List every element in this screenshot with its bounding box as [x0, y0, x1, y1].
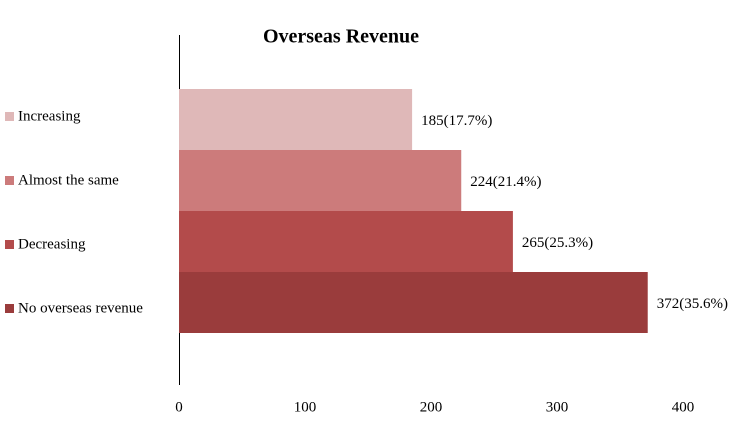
value-label: 372(35.6%) [657, 296, 728, 312]
bar [179, 150, 462, 211]
value-label: 265(25.3%) [522, 235, 593, 251]
category-swatch [5, 176, 14, 185]
category-swatch [5, 240, 14, 249]
category-label: Increasing [18, 108, 81, 124]
bar [179, 272, 648, 333]
category-swatch [5, 112, 14, 121]
x-tick-label: 100 [294, 399, 317, 415]
category-label: No overseas revenue [18, 300, 143, 316]
category-swatch [5, 304, 14, 313]
x-tick-label: 0 [175, 399, 183, 415]
bar [179, 211, 513, 272]
chart-title: Overseas Revenue [263, 26, 419, 48]
bar [179, 89, 413, 150]
value-label: 224(21.4%) [470, 174, 541, 190]
x-tick-label: 200 [420, 399, 443, 415]
x-tick-label: 300 [546, 399, 569, 415]
x-tick-label: 400 [672, 399, 695, 415]
category-label: Decreasing [18, 236, 86, 252]
value-label: 185(17.7%) [421, 113, 492, 129]
category-label: Almost the same [18, 172, 119, 188]
